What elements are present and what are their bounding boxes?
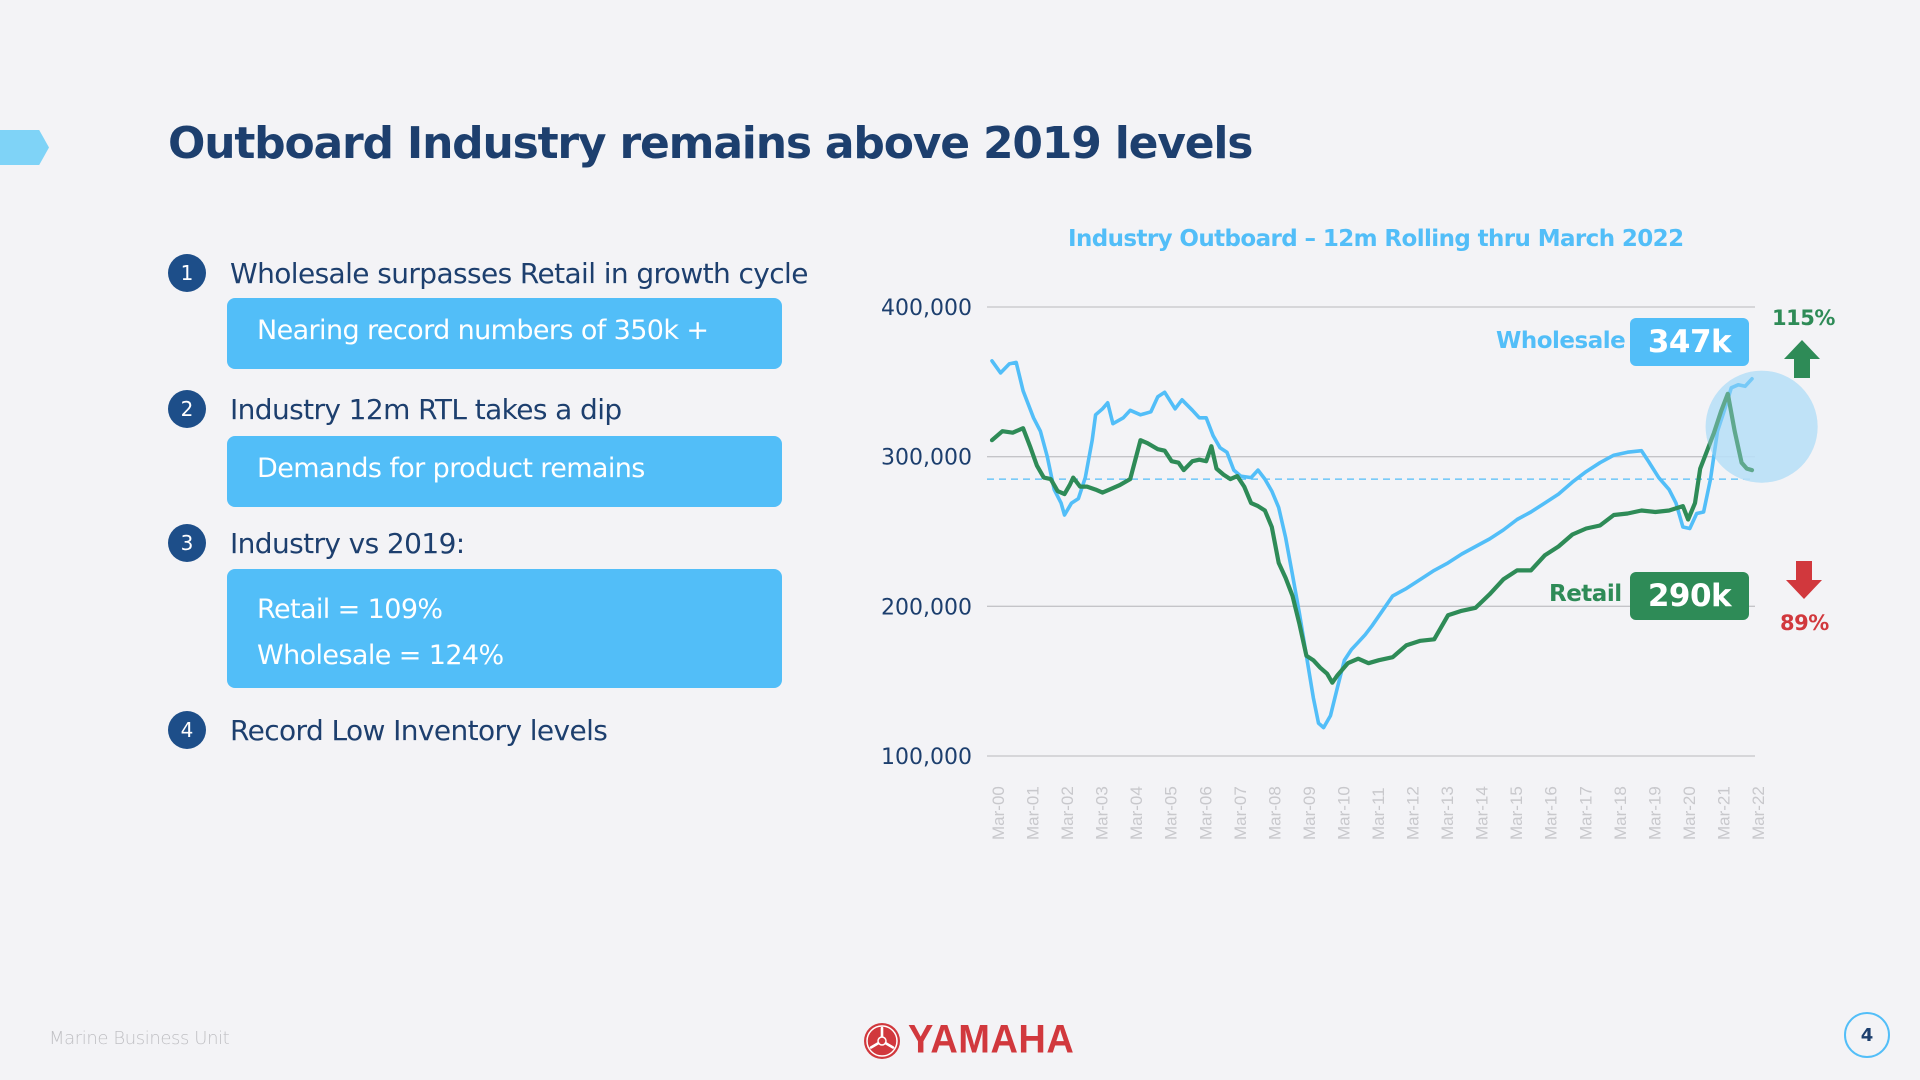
x-tick-label: Mar-22	[1749, 786, 1768, 840]
yamaha-logo: YAMAHA	[862, 1017, 1075, 1063]
x-tick-label: Mar-05	[1162, 786, 1181, 840]
y-tick-label: 400,000	[881, 296, 972, 321]
x-tick-label: Mar-17	[1576, 786, 1595, 840]
bullet-item-2: 2 Industry 12m RTL takes a dip	[168, 390, 622, 428]
x-tick-label: Mar-03	[1093, 786, 1112, 840]
logo-wordmark: YAMAHA	[908, 1017, 1075, 1063]
chart-title: Industry Outboard – 12m Rolling thru Mar…	[1068, 226, 1684, 252]
x-tick-label: Mar-18	[1611, 786, 1630, 840]
x-tick-label: Mar-00	[989, 786, 1008, 840]
x-tick-label: Mar-19	[1645, 786, 1664, 840]
x-tick-label: Mar-13	[1438, 786, 1457, 840]
x-tick-label: Mar-15	[1507, 786, 1526, 840]
y-tick-label: 200,000	[881, 595, 972, 620]
highlight-circle-overlay	[1705, 370, 1818, 483]
x-tick-label: Mar-06	[1196, 786, 1215, 840]
footer-business-unit: Marine Business Unit	[49, 1028, 230, 1049]
retail-label: Retail	[1549, 581, 1622, 607]
retail-value-badge: 290k	[1630, 572, 1749, 620]
x-tick-label: Mar-08	[1265, 786, 1284, 840]
page-number: 4	[1844, 1012, 1890, 1058]
bullet-item-1: 1 Wholesale surpasses Retail in growth c…	[168, 254, 808, 292]
up-arrow-icon	[1784, 340, 1820, 378]
gridlines	[987, 306, 1755, 757]
wholesale-change-percent: 115%	[1772, 306, 1835, 330]
x-tick-label: Mar-02	[1058, 786, 1077, 840]
page-title: Outboard Industry remains above 2019 lev…	[168, 118, 1253, 169]
series-line-wholesale	[990, 359, 1754, 730]
x-tick-label: Mar-12	[1404, 786, 1423, 840]
bullet-number-badge: 1	[168, 254, 206, 292]
x-tick-label: Mar-10	[1334, 786, 1353, 840]
tuning-fork-emblem-icon	[864, 1022, 900, 1059]
x-tick-label: Mar-09	[1300, 786, 1319, 840]
callout-text: Nearing record numbers of 350k +	[257, 315, 709, 346]
wholesale-label: Wholesale	[1496, 328, 1626, 354]
bullet-text: Industry 12m RTL takes a dip	[230, 392, 622, 426]
down-arrow-icon	[1786, 561, 1822, 599]
bullet-number-badge: 4	[168, 711, 206, 749]
y-tick-label: 100,000	[881, 745, 972, 770]
x-tick-label: Mar-11	[1369, 787, 1388, 840]
bullet-item-3: 3 Industry vs 2019:	[168, 524, 465, 562]
callout-text-retail: Retail = 109%	[257, 594, 443, 625]
bullet-text: Industry vs 2019:	[230, 526, 465, 560]
callout-text-wholesale: Wholesale = 124%	[257, 640, 504, 671]
callout-text: Demands for product remains	[257, 453, 645, 484]
x-tick-label: Mar-20	[1680, 786, 1699, 840]
bullet-text: Wholesale surpasses Retail in growth cyc…	[230, 256, 808, 290]
x-tick-label: Mar-14	[1473, 786, 1492, 840]
highlight-circle	[1705, 370, 1818, 483]
y-axis-ticks: 100,000 200,000 300,000 400,000	[881, 296, 972, 770]
wholesale-value-badge: 347k	[1630, 318, 1749, 366]
x-tick-label: Mar-16	[1542, 786, 1561, 840]
callout-box-1: Nearing record numbers of 350k +	[227, 298, 782, 369]
section-tab-marker	[0, 130, 49, 165]
y-tick-label: 300,000	[881, 446, 972, 471]
series-lines	[989, 359, 1755, 730]
bullet-number-badge: 3	[168, 524, 206, 562]
bullet-text: Record Low Inventory levels	[230, 713, 608, 747]
x-axis-ticks: Mar-00 Mar-01 Mar-02 Mar-03 Mar-04 Mar-05 Mar-…	[989, 786, 1768, 840]
callout-box-2: Demands for product remains	[227, 436, 782, 507]
bullet-item-4: 4 Record Low Inventory levels	[168, 711, 608, 749]
bullet-number-badge: 2	[168, 390, 206, 428]
x-tick-label: Mar-04	[1127, 786, 1146, 840]
series-line-retail	[989, 391, 1755, 685]
x-tick-label: Mar-21	[1714, 786, 1733, 840]
x-tick-label: Mar-01	[1024, 786, 1043, 840]
retail-change-percent: 89%	[1780, 611, 1829, 635]
callout-box-3: Retail = 109% Wholesale = 124%	[227, 569, 782, 688]
x-tick-label: Mar-07	[1231, 786, 1250, 840]
